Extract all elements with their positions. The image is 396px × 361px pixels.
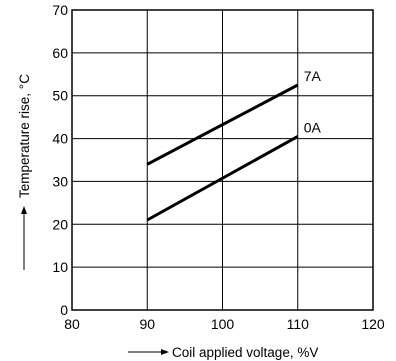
series-label-7a: 7A (304, 68, 322, 84)
x-tick-label: 120 (361, 316, 385, 332)
x-axis-title: Coil applied voltage, %V (172, 345, 318, 360)
x-axis-title-group: Coil applied voltage, %V (128, 345, 318, 360)
grid (71, 9, 374, 311)
y-tick-label: 20 (52, 216, 68, 232)
y-tick-label: 70 (52, 2, 68, 18)
series-line-7a (146, 83, 299, 166)
y-axis-title: Temperature rise, °C (17, 74, 32, 198)
x-axis-arrow-head (161, 349, 169, 355)
y-tick-label: 40 (52, 131, 68, 147)
series-label-0a: 0A (304, 119, 322, 135)
x-tick-label: 110 (287, 316, 310, 332)
y-tick-labels: 0 10 20 30 40 50 60 70 (52, 2, 68, 318)
y-tick-label: 50 (52, 88, 68, 104)
series-group: 7A 0A (146, 68, 322, 222)
y-axis-arrow-head (21, 206, 27, 214)
y-tick-label: 10 (52, 259, 68, 275)
x-tick-labels: 80 90 100 110 120 (64, 316, 385, 332)
y-tick-label: 30 (52, 173, 68, 189)
y-axis-title-group: Temperature rise, °C (17, 74, 32, 270)
x-tick-label: 90 (139, 316, 155, 332)
y-tick-label: 0 (60, 302, 68, 318)
series-line-0a (146, 135, 299, 222)
plot-frame (71, 9, 374, 311)
y-tick-label: 60 (52, 45, 68, 61)
x-tick-label: 80 (64, 316, 80, 332)
x-tick-label: 100 (211, 316, 235, 332)
